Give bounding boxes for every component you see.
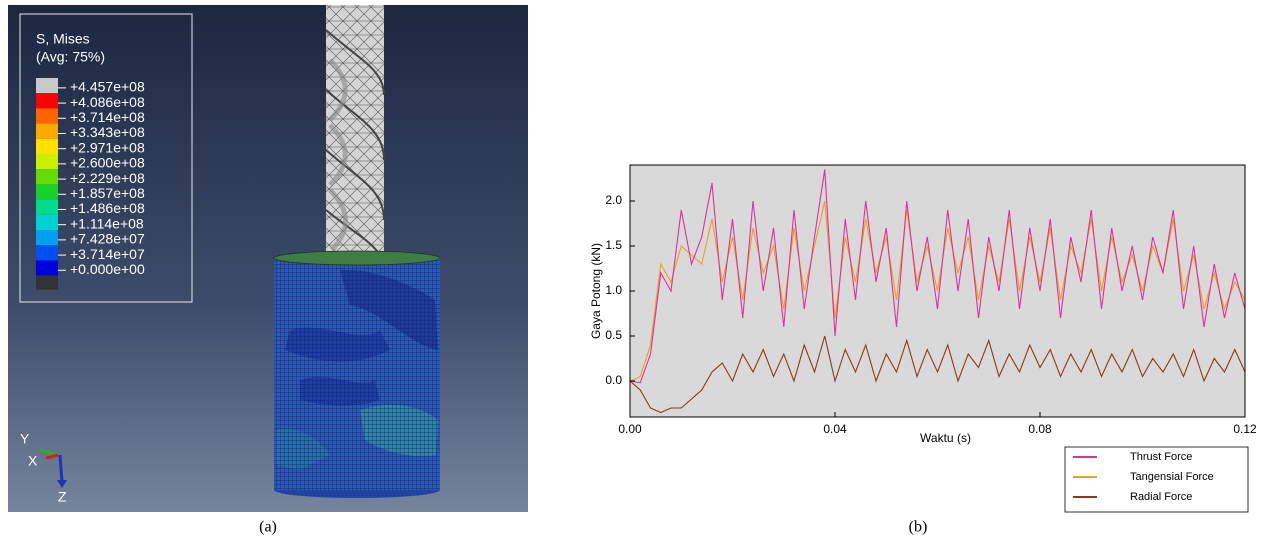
cylinder-mesh xyxy=(274,258,440,490)
drill xyxy=(326,5,384,255)
x-tick-label: 0.12 xyxy=(1233,422,1257,436)
legend: Thrust Force Tangensial Force Radial Force xyxy=(1065,447,1248,512)
color-legend: +4.457e+08+4.086e+08+3.714e+08+3.343e+08… xyxy=(36,78,145,290)
triad-label: Z xyxy=(58,489,67,505)
triad-z xyxy=(60,455,62,482)
legend-label: +4.086e+08 xyxy=(70,94,145,110)
workpiece xyxy=(274,251,440,498)
legend-swatch xyxy=(36,93,58,108)
legend-label: +1.857e+08 xyxy=(70,185,145,201)
y-tick-label: 1.5 xyxy=(605,238,622,252)
panel-a: S, Mises (Avg: 75%) +4.457e+08+4.086e+08… xyxy=(8,5,528,512)
legend-label: +2.229e+08 xyxy=(70,170,145,186)
legend-swatch xyxy=(36,139,58,154)
y-tick-label: 0.0 xyxy=(605,373,622,387)
legend-title: S, Mises xyxy=(36,31,90,47)
legend-label: +3.343e+08 xyxy=(70,124,145,140)
legend-label: +3.714e+08 xyxy=(70,109,145,125)
body: {"panel_a": { "legend_title": "S, Mises"… xyxy=(0,0,1269,542)
cylinder-top xyxy=(274,251,440,265)
caption: (b) xyxy=(909,519,928,536)
legend-swatch xyxy=(36,200,58,215)
legend-swatch xyxy=(36,215,58,230)
legend-label: +7.428e+07 xyxy=(70,231,145,247)
legend-swatch xyxy=(36,78,58,93)
legend-swatch xyxy=(36,108,58,123)
legend-label: +0.000e+00 xyxy=(70,261,145,277)
legend-swatch xyxy=(36,276,58,290)
figure: S, Mises (Avg: 75%) +4.457e+08+4.086e+08… xyxy=(0,0,1269,542)
triad-label: Y xyxy=(20,431,30,447)
legend-swatch xyxy=(36,124,58,139)
legend-label: +1.114e+08 xyxy=(70,215,144,231)
panel-b: 0.00 0.04 0.08 0.12 0.0 0.5 1.0 1.5 2.0 Waktu (s)… xyxy=(589,165,1257,512)
caption: (a) xyxy=(259,519,277,536)
legend-swatch xyxy=(36,245,58,260)
y-tick-label: 2.0 xyxy=(605,193,622,207)
legend-subtitle: (Avg: 75%) xyxy=(36,49,105,65)
x-tick-label: 0.04 xyxy=(823,422,847,436)
x-axis-label: Waktu (s) xyxy=(920,431,971,445)
legend-swatch xyxy=(36,184,58,199)
legend-label: Thrust Force xyxy=(1130,451,1192,463)
legend-label: Tangensial Force xyxy=(1130,471,1214,483)
legend-swatch xyxy=(36,260,58,275)
x-tick-label: 0.00 xyxy=(618,422,642,436)
x-tick-label: 0.08 xyxy=(1028,422,1052,436)
triad-label: X xyxy=(28,453,38,469)
legend-label: +2.600e+08 xyxy=(70,155,145,171)
legend-swatch xyxy=(36,230,58,245)
legend-label: +3.714e+07 xyxy=(70,246,145,262)
y-tick-label: 0.5 xyxy=(605,328,622,342)
legend-label: +2.971e+08 xyxy=(70,139,145,155)
y-tick-label: 1.0 xyxy=(605,283,622,297)
legend-label: Radial Force xyxy=(1130,491,1192,503)
y-axis-label: Gaya Potong (kN) xyxy=(589,243,603,339)
legend-label: +1.486e+08 xyxy=(70,200,145,216)
legend-swatch xyxy=(36,169,58,184)
page: Figure html, body { margin: 0; padding: … xyxy=(0,0,1269,542)
legend-label: +4.457e+08 xyxy=(70,79,145,95)
legend-swatch xyxy=(36,154,58,169)
